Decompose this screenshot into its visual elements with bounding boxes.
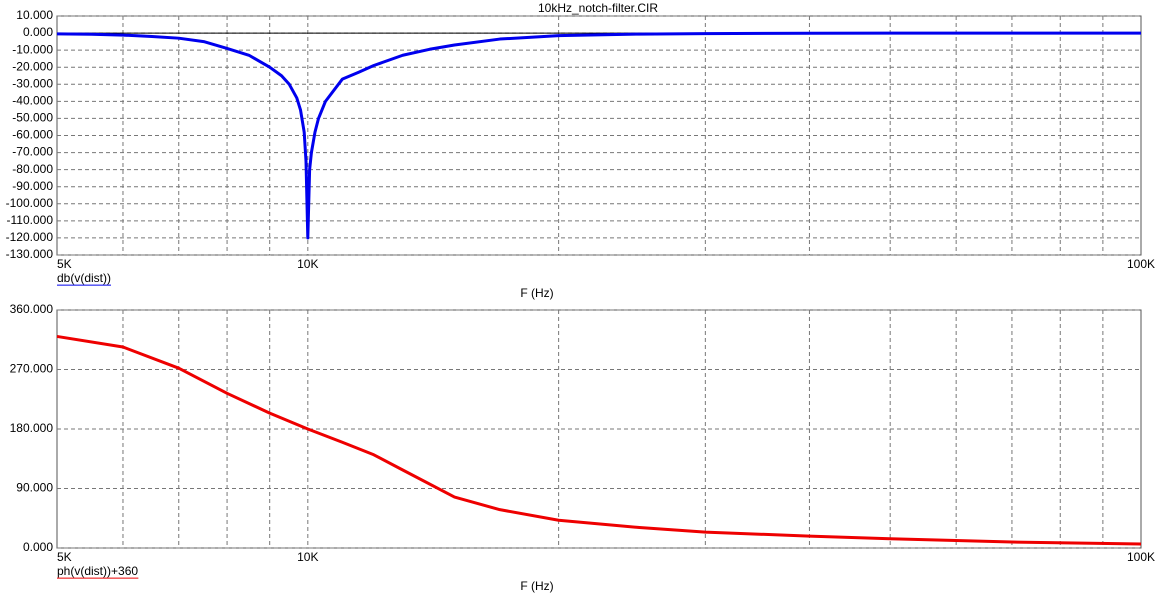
y-tick-label: -100.000	[6, 196, 54, 210]
legend-label: db(v(dist))	[57, 271, 111, 285]
x-axis-label: F (Hz)	[520, 579, 553, 593]
y-tick-label: -50.000	[12, 111, 53, 125]
x-tick-label: 10K	[297, 257, 318, 271]
y-tick-label: -10.000	[12, 42, 53, 56]
y-tick-label: -30.000	[12, 76, 53, 90]
y-tick-label: -20.000	[12, 59, 53, 73]
y-tick-label: 0.000	[23, 25, 53, 39]
y-tick-label: 270.000	[10, 362, 54, 376]
chart-title: 10kHz_notch-filter.CIR	[538, 1, 658, 15]
y-tick-label: -80.000	[12, 162, 53, 176]
legend-label: ph(v(dist))+360	[57, 564, 138, 578]
x-tick-label: 5K	[57, 257, 72, 271]
y-tick-label: 360.000	[10, 302, 54, 316]
y-tick-label: -90.000	[12, 179, 53, 193]
x-tick-label: 5K	[57, 550, 72, 564]
y-tick-label: 0.000	[23, 540, 53, 554]
y-tick-label: -130.000	[6, 247, 54, 261]
y-tick-label: -40.000	[12, 94, 53, 108]
x-tick-label: 100K	[1127, 550, 1155, 564]
y-tick-label: 180.000	[10, 421, 54, 435]
series-line	[56, 334, 1142, 546]
x-tick-label: 100K	[1127, 257, 1155, 271]
y-tick-label: -70.000	[12, 145, 53, 159]
x-tick-label: 10K	[297, 550, 318, 564]
y-tick-label: -120.000	[6, 230, 54, 244]
series-line	[56, 31, 1141, 240]
y-tick-label: 90.000	[16, 481, 53, 495]
y-tick-label: -60.000	[12, 128, 53, 142]
y-tick-label: 10.000	[16, 8, 53, 22]
x-axis-label: F (Hz)	[520, 286, 553, 300]
y-tick-label: -110.000	[7, 213, 54, 227]
